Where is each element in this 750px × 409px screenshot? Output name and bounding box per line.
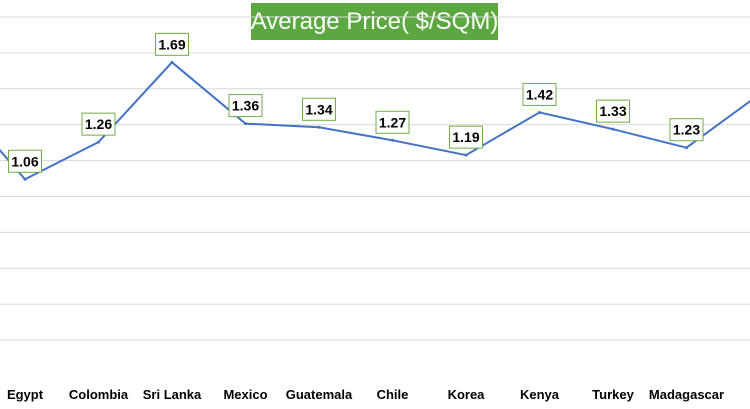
data-label: 1.19 — [452, 129, 479, 145]
data-point — [317, 125, 321, 129]
data-label-box — [596, 99, 630, 123]
data-label: 1.42 — [526, 86, 553, 102]
data-label-box — [522, 82, 557, 106]
data-label-box — [302, 97, 336, 121]
data-label: 1.33 — [599, 103, 626, 119]
data-point — [170, 60, 174, 64]
data-point — [464, 153, 468, 157]
data-label-box — [449, 125, 483, 149]
data-label: 1.36 — [232, 98, 259, 114]
category-label: Chile — [377, 387, 409, 402]
category-label: Mexico — [223, 387, 267, 402]
data-label: 1.06 — [11, 153, 38, 169]
category-label: Korea — [448, 387, 486, 402]
data-label: 1.23 — [673, 122, 700, 138]
data-label: 1.34 — [305, 101, 332, 117]
category-label: Colombia — [69, 387, 129, 402]
data-label-box — [8, 149, 42, 173]
data-label-box — [155, 32, 189, 56]
category-label: Egypt — [7, 387, 44, 402]
category-label: Sri Lanka — [143, 387, 202, 402]
data-label-box — [375, 110, 410, 134]
data-point — [244, 122, 247, 126]
chart-title: Average Price( $/SQM) — [251, 3, 498, 40]
category-label: Turkey — [592, 387, 634, 402]
data-point — [23, 177, 27, 181]
data-label-box — [669, 118, 704, 142]
data-point — [611, 127, 615, 131]
data-point — [538, 110, 541, 114]
category-label: Madagascar — [649, 387, 724, 402]
category-label: Kenya — [520, 387, 560, 402]
data-label-box — [228, 94, 263, 118]
data-point — [685, 146, 688, 150]
data-label: 1.69 — [158, 36, 185, 52]
data-label: 1.27 — [379, 114, 406, 130]
data-label-box — [81, 112, 116, 136]
category-label: Guatemala — [286, 387, 353, 402]
data-point — [97, 140, 100, 144]
data-label: 1.26 — [85, 116, 112, 132]
data-point — [391, 138, 394, 142]
